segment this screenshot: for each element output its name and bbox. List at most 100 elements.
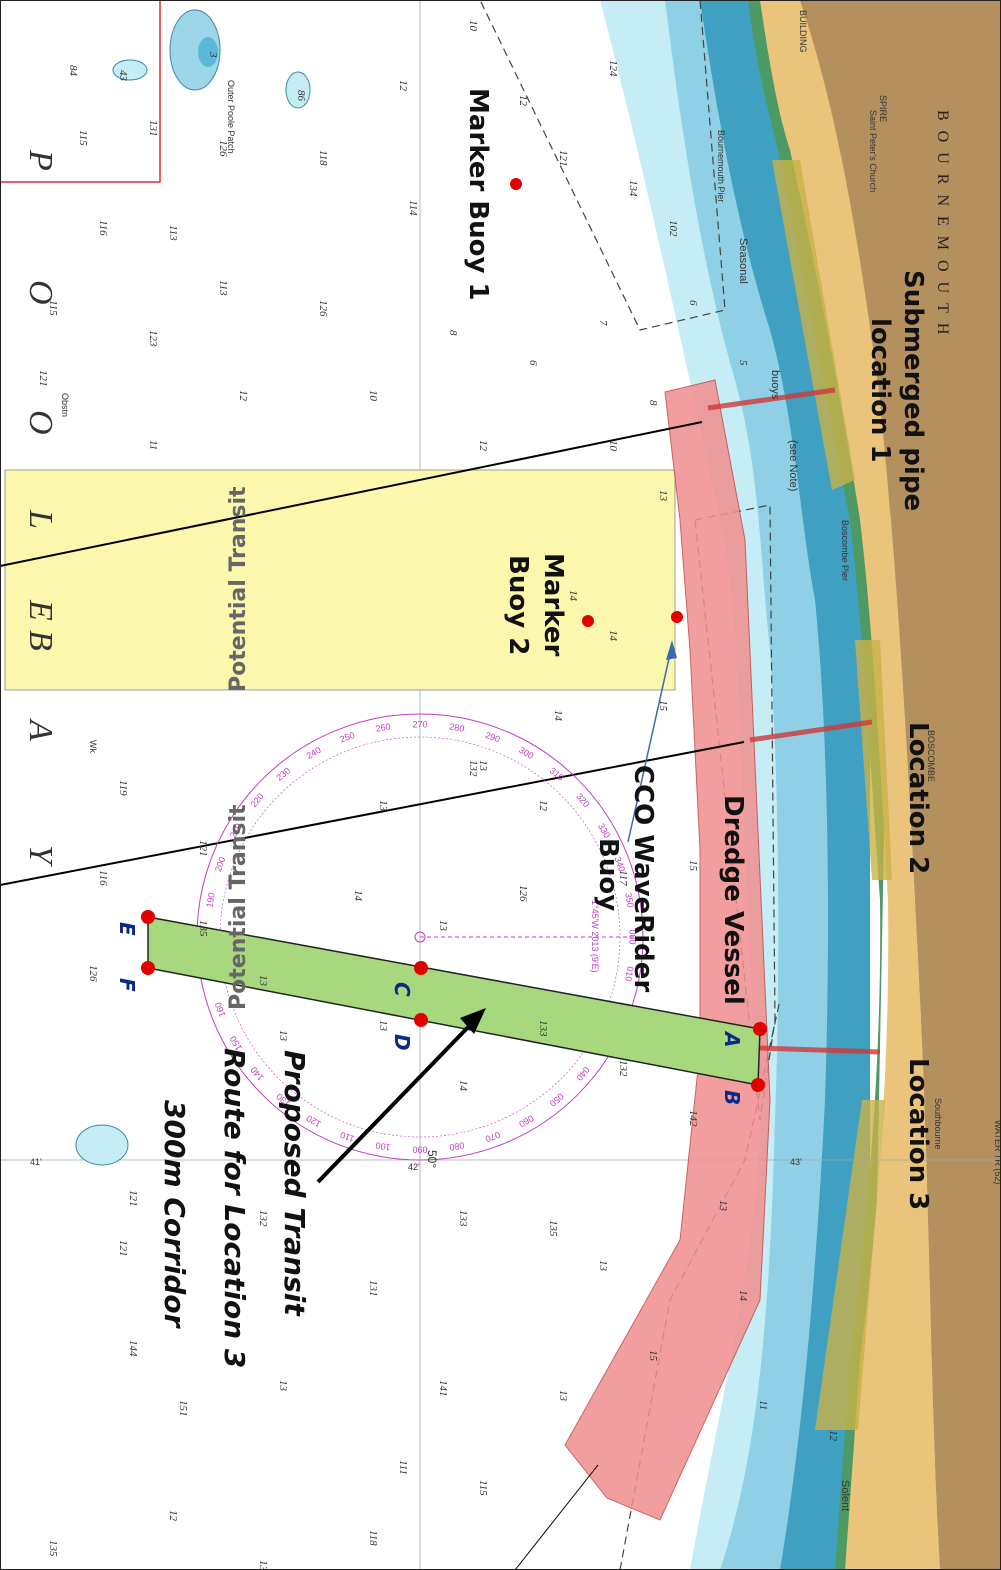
- depth-sounding: 111: [397, 1460, 409, 1475]
- label-location-3: Location 3: [903, 1058, 933, 1210]
- depth-sounding: 7: [597, 320, 609, 326]
- corridor-point-e: [141, 910, 155, 924]
- groyne-zone-2: [855, 640, 892, 880]
- longitude-50: 50°: [425, 1150, 439, 1168]
- boscombe-pier-label: Boscombe Pier: [840, 520, 850, 581]
- depth-sounding: 133: [537, 1020, 549, 1037]
- cco-waverider-buoy: [671, 611, 683, 623]
- depth-sounding: 135: [547, 1220, 559, 1237]
- latitude-41: 41': [30, 1157, 42, 1167]
- depth-sounding: 12: [517, 95, 529, 107]
- buoyed-area-2: [694, 504, 776, 1121]
- water-tower-label: WATER TR (52): [993, 1120, 1001, 1184]
- point-label-a: A: [720, 1030, 744, 1047]
- depth-sounding: 118: [367, 1530, 379, 1546]
- depth-sounding: 135: [47, 1540, 59, 1557]
- obstn-label: Obstn: [60, 393, 70, 417]
- transit-zone: [4, 469, 676, 691]
- anchorage-boundary: [0, 0, 161, 183]
- groyne-zone-3: [815, 1100, 885, 1430]
- depth-sounding: 14: [567, 590, 579, 602]
- bay-letter: B: [22, 630, 59, 651]
- depth-sounding: 119: [117, 780, 129, 796]
- proposed-arrow-head: [460, 1008, 486, 1034]
- wreck-label: Wk: [88, 740, 98, 753]
- depth-sounding: 113: [167, 225, 179, 241]
- pipe-location-2: [749, 719, 873, 743]
- compass-label: 060: [517, 1113, 535, 1129]
- depth-sounding: 126: [217, 140, 229, 157]
- depth-sounding: 123: [147, 330, 159, 347]
- compass-label: 220: [248, 791, 265, 809]
- depth-sounding: 15: [657, 700, 669, 712]
- compass-label: 070: [484, 1130, 502, 1145]
- depth-sounding: 117: [617, 870, 629, 886]
- depth-sounding: 132: [617, 1060, 629, 1077]
- label-cco-line1: CCO WaveRider: [628, 765, 658, 992]
- bay-letter: Y: [22, 845, 59, 867]
- depth-sounding: 43: [117, 70, 129, 82]
- marker-buoy-1: [510, 178, 522, 190]
- depth-sounding: 132: [467, 760, 479, 777]
- depth-sounding: 121: [117, 1240, 129, 1257]
- outer-poole-patch-label: Outer Poole Patch: [226, 80, 236, 154]
- label-submerged-pipe-line2: location 1: [865, 318, 895, 463]
- dredge-pointer-line: [514, 1464, 599, 1570]
- depth-sounding: 118: [317, 150, 329, 166]
- depth-sounding: 12: [827, 1430, 839, 1442]
- depth-sounding: 12: [537, 800, 549, 812]
- bay-letter: L: [22, 509, 59, 529]
- depth-sounding: 121: [197, 840, 209, 857]
- compass-label: 270: [412, 719, 427, 729]
- compass-label: 050: [548, 1091, 566, 1108]
- depth-sounding: 144: [127, 1340, 139, 1357]
- depth-sounding: 15: [687, 860, 699, 872]
- depth-sounding: 13: [477, 760, 489, 772]
- depth-sounding: 12: [477, 440, 489, 452]
- depth-sounding: 133: [457, 1210, 469, 1227]
- depth-sounding: 11: [757, 1400, 769, 1410]
- label-proposed-line2: Route for Location 3: [218, 1048, 251, 1368]
- label-proposed-line1: Proposed Transit: [278, 1050, 311, 1317]
- seasonal-label: Seasonal: [737, 238, 749, 284]
- depth-sounding: 13: [437, 920, 449, 932]
- compass-label: 320: [574, 791, 591, 809]
- label-cco-line2: Buoy: [593, 838, 623, 911]
- point-label-f: F: [115, 978, 139, 992]
- corridor-point-b: [751, 1078, 765, 1092]
- compass-label: 300: [517, 745, 535, 761]
- compass-label: 100: [375, 1140, 392, 1152]
- compass-label: 040: [574, 1065, 591, 1083]
- bay-letter: O: [22, 280, 59, 305]
- depth-sounding: 126: [317, 300, 329, 317]
- point-label-d: D: [390, 1034, 414, 1051]
- potential-transit-line-1: [0, 421, 703, 567]
- bay-letter: E: [22, 599, 59, 621]
- depth-sounding: 10: [467, 20, 479, 32]
- depth-sounding: 135: [197, 920, 209, 937]
- point-label-e: E: [115, 922, 139, 936]
- latitude-42: 42': [408, 1162, 420, 1172]
- compass-label: 010: [623, 966, 635, 983]
- solent-label: Solent: [839, 1480, 851, 1511]
- depth-sounding: 13: [277, 1380, 289, 1392]
- compass-label: 000: [628, 929, 638, 944]
- depth-sounding: 14: [457, 1080, 469, 1092]
- label-proposed-line3: 300m Corridor: [158, 1100, 191, 1330]
- depth-sounding: 132: [257, 1210, 269, 1227]
- label-location-2: Location 2: [903, 722, 933, 874]
- corridor-point-a: [753, 1022, 767, 1036]
- proposed-arrow-line: [316, 1018, 477, 1184]
- depth-sounding: 121: [37, 370, 49, 387]
- depth-sounding: 13: [557, 1390, 569, 1402]
- depth-sounding: 12: [237, 390, 249, 402]
- depth-sounding: 116: [97, 870, 109, 886]
- depth-sounding: 131: [147, 120, 159, 137]
- spire-label: SPIRE: [878, 95, 888, 122]
- cco-pointer-head: [666, 640, 677, 660]
- bay-letter: A: [22, 718, 59, 741]
- depth-sounding: 115: [77, 130, 89, 146]
- depth-sounding: 13: [257, 975, 269, 987]
